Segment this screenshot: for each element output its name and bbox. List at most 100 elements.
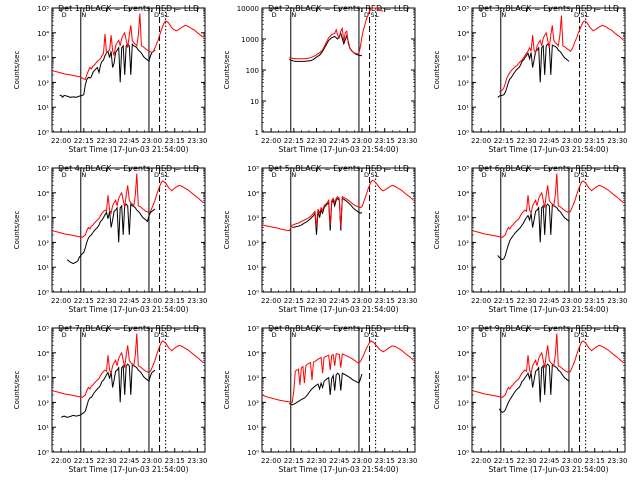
panel-6-lld-line (471, 173, 624, 238)
panel-9-ytick-label: 10¹ (457, 424, 469, 432)
panel-9-annotation: N (501, 331, 506, 339)
panel-7-annotation: N (81, 331, 86, 339)
panel-3-xtick-label: 22:45 (539, 137, 559, 145)
panel-6-annotation: N (501, 171, 506, 179)
panel-8-ytick-label: 10³ (247, 375, 259, 383)
panel-6-xtick-label: 22:45 (539, 297, 559, 305)
panel-3-title: Det 3: BLACK = Events, RED = LLD (478, 4, 619, 13)
panel-6-ylabel: Counts/sec (433, 211, 441, 250)
panel-1-xtick-label: 22:45 (119, 137, 139, 145)
panel-1-events-line (59, 42, 156, 99)
panel-8-ytick-label: 10⁴ (247, 350, 259, 358)
panel-4-annotation: L (165, 171, 169, 179)
panel-1-xtick-label: 22:30 (96, 137, 116, 145)
panel-2-xtick-label: 22:45 (329, 137, 349, 145)
panel-2-xtick-label: 22:00 (261, 137, 281, 145)
panel-7-xtick-label: 22:30 (96, 457, 116, 465)
panel-9-ytick-label: 10² (457, 399, 469, 407)
panel-9-xtick-label: 22:00 (471, 457, 491, 465)
panel-5-xtick-label: 23:30 (397, 297, 417, 305)
panel-7-ytick-label: 10⁰ (37, 449, 49, 457)
panel-3-ytick-label: 10³ (457, 55, 469, 63)
panel-7-xtick-label: 23:15 (165, 457, 185, 465)
panel-2-xtick-label: 22:30 (306, 137, 326, 145)
panel-5-xtick-label: 23:15 (375, 297, 395, 305)
panel-6-ytick-label: 10¹ (457, 264, 469, 272)
panel-8-ytick-label: 10⁵ (247, 325, 259, 333)
panel-8-annotation: S (371, 331, 375, 339)
panel-4-xtick-label: 22:15 (74, 297, 94, 305)
panel-7-ytick-label: 10⁵ (37, 325, 49, 333)
panel-7-ytick-label: 10² (37, 399, 49, 407)
panel-4-annotation: N (81, 171, 86, 179)
panel-2-annotation: D (272, 11, 277, 19)
panel-5-annotation: D (272, 171, 277, 179)
panel-1-annotation: D (62, 11, 67, 19)
panel-8-annotation: D (364, 331, 369, 339)
panel-6-xtick-label: 23:15 (585, 297, 605, 305)
panel-4-ytick-label: 10¹ (37, 264, 49, 272)
panel-5-lld-line (261, 179, 414, 232)
panel-2-ytick-label: 10000 (237, 5, 259, 13)
panel-9-xtick-label: 23:15 (585, 457, 605, 465)
panel-1-xtick-label: 22:00 (51, 137, 71, 145)
panel-8-frame (261, 327, 416, 453)
panel-2-xtick-label: 23:15 (375, 137, 395, 145)
panel-2-ytick-label: 1 (255, 129, 259, 137)
panel-6-frame (471, 167, 626, 293)
panel-3-ytick-label: 10¹ (457, 104, 469, 112)
panel-4-ytick-label: 10² (37, 239, 49, 247)
panel-9-xtick-label: 23:30 (607, 457, 627, 465)
panel-9-xtick-label: 22:30 (516, 457, 536, 465)
panel-4-annotation: S (161, 171, 165, 179)
panel-8-ytick-label: 10² (247, 399, 259, 407)
panel-6-xtick-label: 22:00 (471, 297, 491, 305)
panel-9-frame (471, 327, 626, 453)
panel-7-xtick-label: 23:30 (187, 457, 207, 465)
panel-6-ytick-label: 10³ (457, 215, 469, 223)
panel-9-ylabel: Counts/sec (433, 371, 441, 410)
panel-6-xlabel: Start Time (17-Jun-03 21:54:00) (489, 305, 609, 314)
panel-5-xtick-label: 22:00 (261, 297, 281, 305)
panel-7-lld-line (51, 333, 204, 398)
panel-1-ylabel: Counts/sec (13, 51, 21, 90)
panel-3-ytick-label: 10⁵ (457, 5, 469, 13)
panel-4-xtick-label: 23:30 (187, 297, 207, 305)
panel-1-annotation: N (81, 11, 86, 19)
panel-5-annotation: S (371, 171, 375, 179)
panel-7-ytick-label: 10¹ (37, 424, 49, 432)
panel-8-annotation: L (375, 331, 379, 339)
panel-3-xtick-label: 22:30 (516, 137, 536, 145)
panel-1-frame (51, 7, 206, 133)
panel-4-annotation: D (154, 171, 159, 179)
panel-9-xtick-label: 22:45 (539, 457, 559, 465)
panel-3-annotation: S (581, 11, 585, 19)
panel-6-ytick-label: 10⁵ (457, 165, 469, 173)
panel-4-events-line (66, 202, 156, 265)
panel-3-ytick-label: 10⁴ (457, 30, 469, 38)
panel-9-annotation: S (581, 331, 585, 339)
panel-4-ytick-label: 10⁰ (37, 289, 49, 297)
panel-8-events-line (289, 372, 363, 406)
panel-6-annotation: S (581, 171, 585, 179)
panel-3-ytick-label: 10⁰ (457, 129, 469, 137)
panel-5-xtick-label: 22:45 (329, 297, 349, 305)
panel-7-events-line (60, 362, 156, 418)
panel-9-xlabel: Start Time (17-Jun-03 21:54:00) (489, 465, 609, 474)
panel-1-ytick-label: 10⁰ (37, 129, 49, 137)
panel-8-xtick-label: 22:00 (261, 457, 281, 465)
panel-4-frame (51, 167, 206, 293)
panel-2-xtick-label: 23:30 (397, 137, 417, 145)
panel-1-xtick-label: 22:15 (74, 137, 94, 145)
panel-7-ylabel: Counts/sec (13, 371, 21, 410)
panel-9-annotation: D (482, 331, 487, 339)
panel-3-ytick-label: 10² (457, 79, 469, 87)
panel-1-xtick-label: 23:15 (165, 137, 185, 145)
panel-3-xtick-label: 22:00 (471, 137, 491, 145)
panel-2-events-line (289, 32, 363, 62)
panel-4-ytick-label: 10⁴ (37, 190, 49, 198)
panel-6-xtick-label: 22:15 (494, 297, 514, 305)
panel-5-events-line (292, 197, 363, 235)
panel-5-ytick-label: 10¹ (247, 264, 259, 272)
